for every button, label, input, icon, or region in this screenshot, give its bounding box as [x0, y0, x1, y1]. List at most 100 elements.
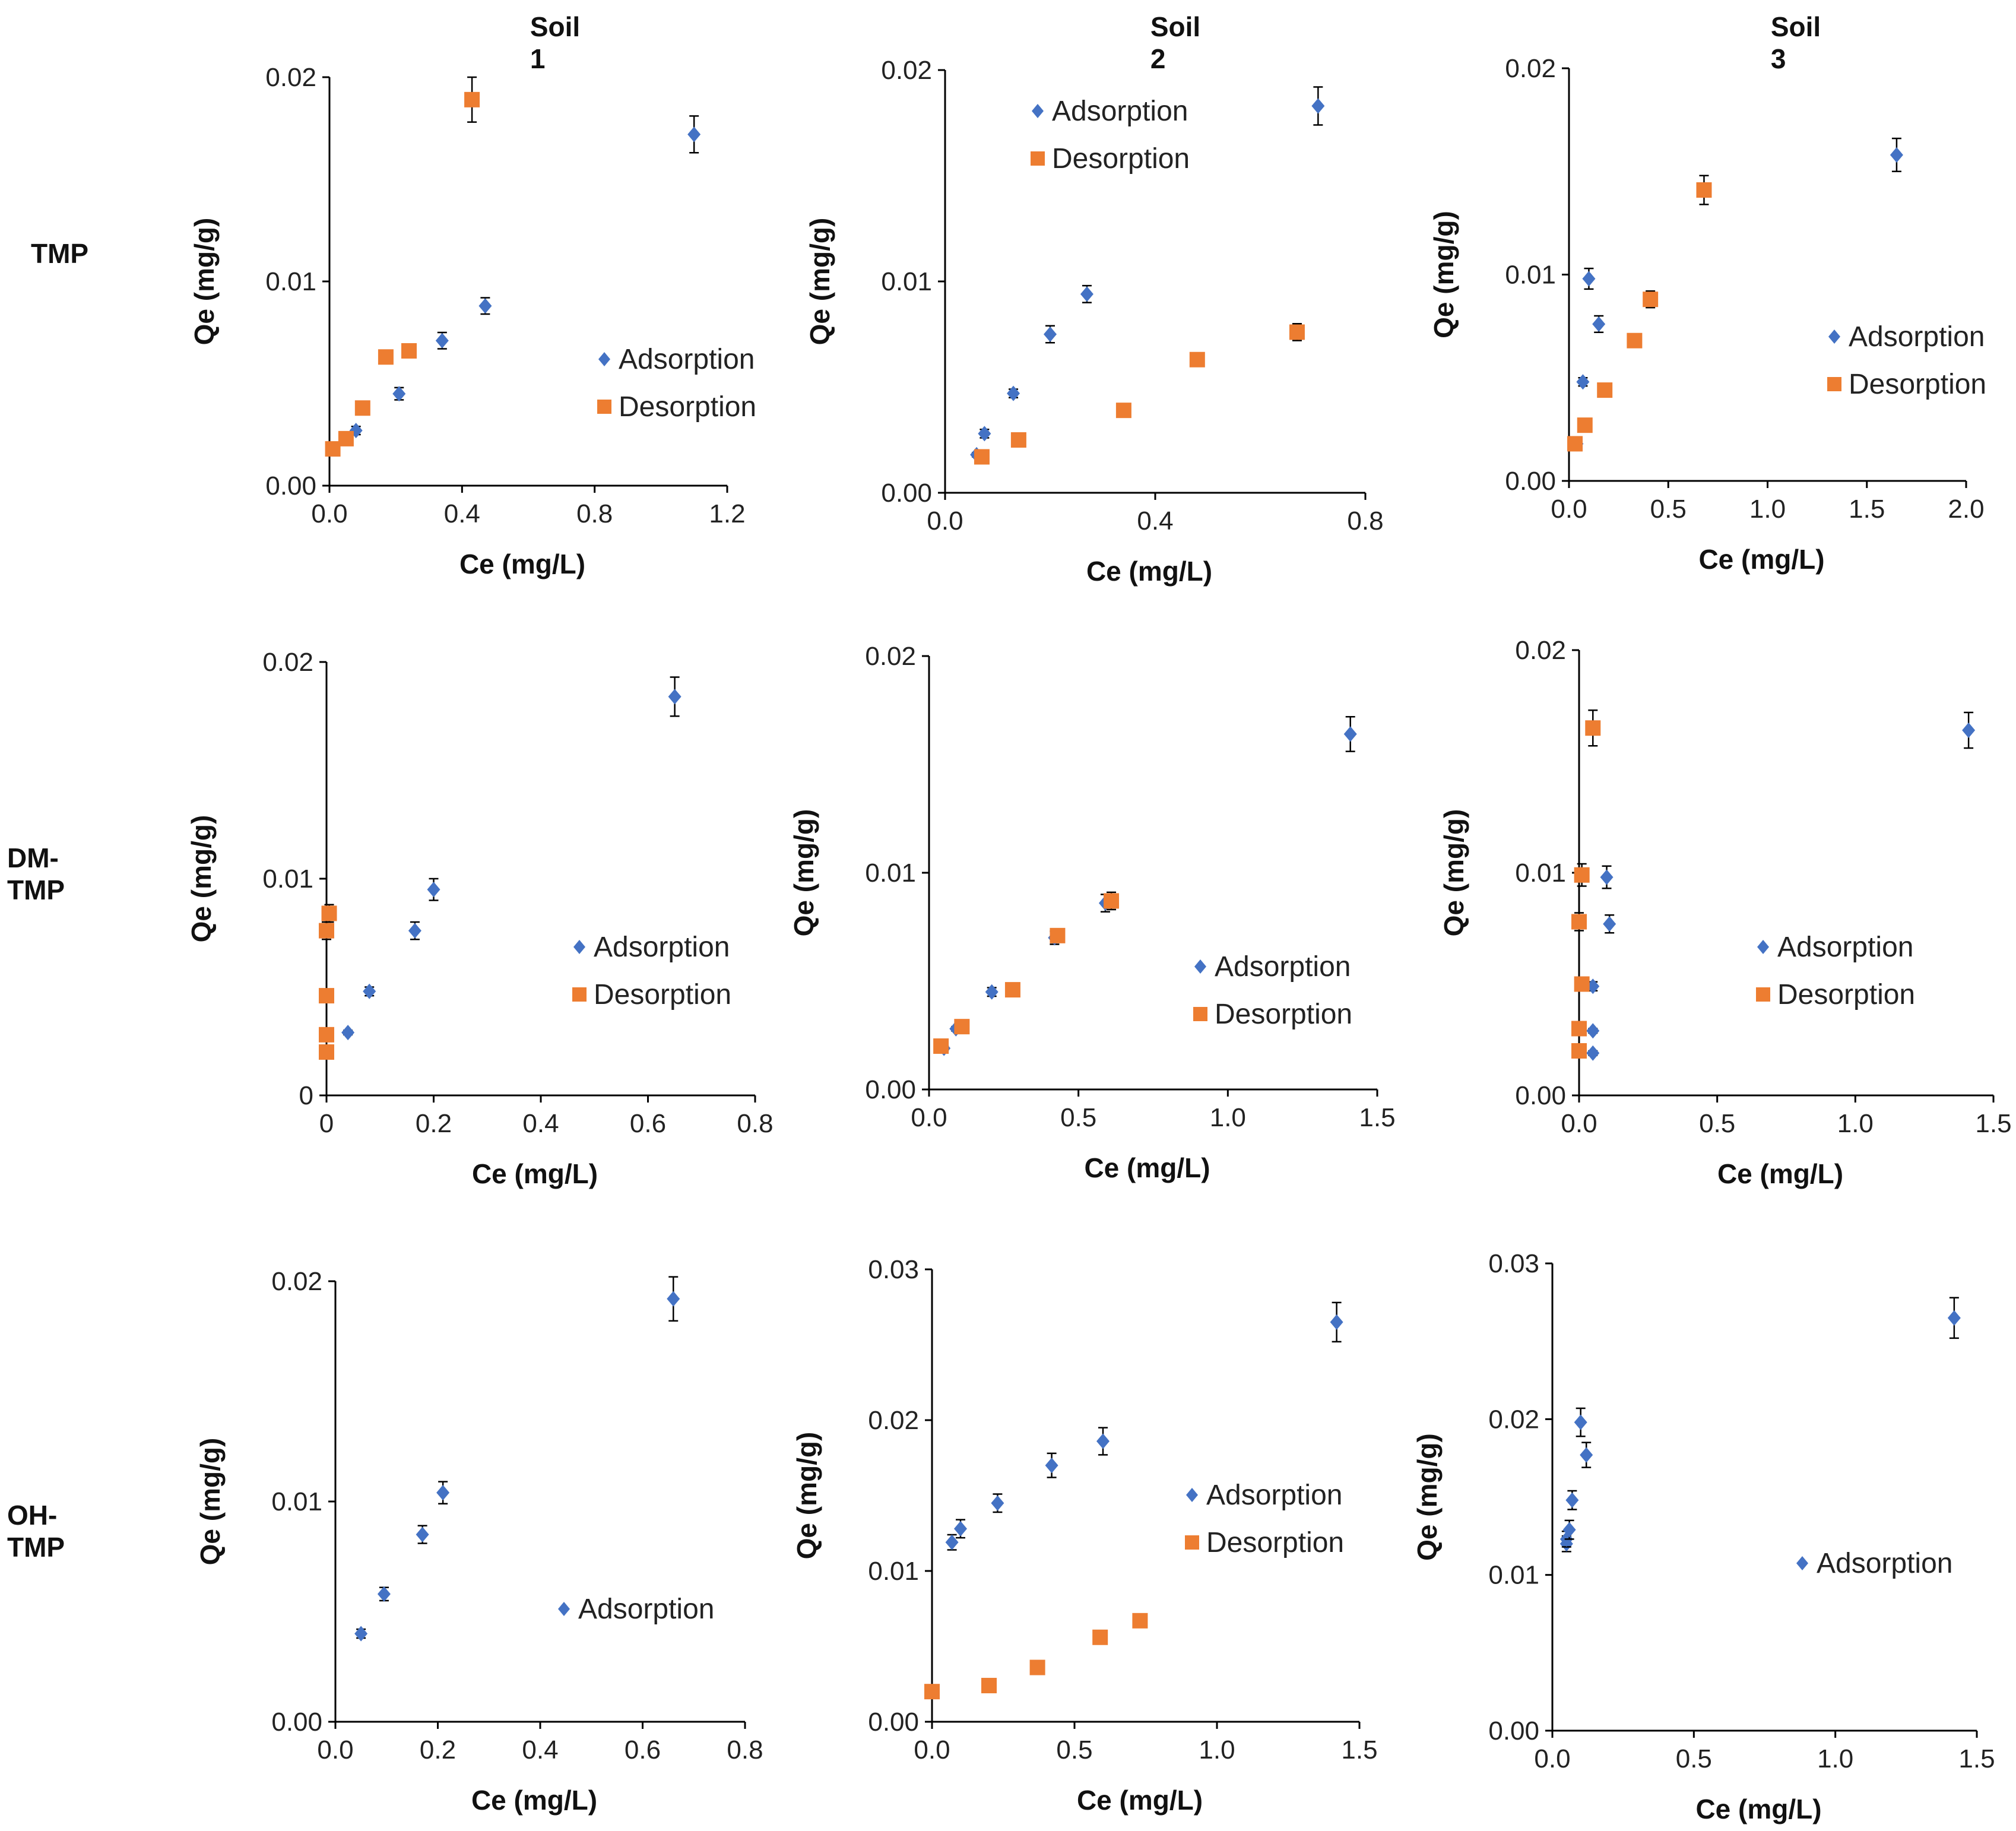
desorption-point: [325, 441, 341, 457]
legend-desorption-label: Desorption: [1052, 143, 1190, 175]
x-tick-label: 1.2: [709, 499, 745, 528]
y-tick-label: 0.02: [1515, 636, 1566, 665]
x-tick-label: 0.5: [1676, 1744, 1712, 1773]
legend: Adsorption Desorption: [1185, 1480, 1344, 1558]
desorption-point: [1643, 292, 1659, 308]
y-axis-title: Qe (mg/g): [804, 218, 835, 346]
x-tick-label: 0.8: [737, 1109, 773, 1138]
legend-desorption-marker: [1756, 987, 1770, 1002]
desorption-point: [1696, 182, 1712, 198]
legend-desorption-label: Desorption: [1777, 979, 1915, 1010]
adsorption-point: [667, 1291, 680, 1307]
y-tick-label: 0.02: [865, 642, 916, 671]
legend-adsorption-marker: [1032, 104, 1044, 118]
legend: Adsorption Desorption: [1193, 951, 1352, 1030]
legend-desorption-label: Desorption: [1206, 1527, 1344, 1558]
legend-adsorption-marker: [1194, 959, 1206, 974]
legend-desorption-label: Desorption: [594, 979, 731, 1010]
x-axis-title: Ce (mg/L): [471, 1785, 597, 1816]
adsorption-point: [436, 1485, 450, 1501]
chart-tmp-soil2: 0.0 0.4 0.8 0.00 0.01 0.02 Ce (mg/L) Qe (mg/g) A…: [804, 56, 1384, 587]
column-title-soil-1: Soil 1: [530, 11, 581, 74]
x-tick-label: 2.0: [1948, 495, 1984, 524]
legend-adsorption-label: Adsorption: [578, 1594, 714, 1625]
desorption-point: [319, 988, 334, 1004]
y-tick-label: 0.01: [881, 267, 932, 296]
x-tick-label: 0.8: [1347, 506, 1383, 536]
chart-ohtmp-soil2: 0.0 0.5 1.0 1.5 0.00 0.01 0.02 0.03 Ce (mg/L) Qe …: [791, 1255, 1378, 1816]
adsorption-point: [1586, 1023, 1600, 1039]
row-label-dm-tmp: DM-TMP: [7, 842, 65, 905]
adsorption-point: [668, 689, 681, 705]
y-tick-label: 0.02: [265, 63, 316, 92]
adsorption-point: [377, 1586, 391, 1602]
adsorption-point: [1045, 1458, 1058, 1474]
legend-adsorption-marker: [1757, 940, 1769, 954]
legend-adsorption-marker: [1186, 1488, 1198, 1502]
desorption-point: [1571, 914, 1587, 930]
desorption-point: [1585, 720, 1601, 736]
y-tick-label: 0.00: [265, 471, 316, 500]
legend-adsorption-label: Adsorption: [1206, 1480, 1342, 1511]
y-tick-label: 0.01: [868, 1557, 919, 1586]
desorption-point: [1092, 1629, 1108, 1645]
y-tick-label: 0.02: [881, 56, 932, 85]
legend: Adsorption Desorption: [1756, 932, 1915, 1010]
y-axis-title: Qe (mg/g): [1428, 211, 1459, 338]
y-tick-label: 0.01: [1505, 261, 1556, 290]
desorption-point: [319, 1027, 334, 1043]
desorption-point: [321, 905, 337, 921]
x-tick-label: 0.6: [630, 1109, 666, 1138]
adsorption-point: [687, 126, 701, 142]
y-tick-label: 0.00: [1488, 1716, 1539, 1746]
desorption-point: [1189, 351, 1205, 368]
x-tick-label: 0.4: [444, 499, 480, 528]
x-tick-label: 0.8: [576, 499, 613, 528]
x-tick-label: 0.0: [1561, 1109, 1597, 1138]
desorption-point: [1115, 403, 1131, 419]
x-tick-label: 0.5: [1699, 1109, 1735, 1138]
adsorption-point: [1562, 1522, 1576, 1538]
x-tick-label: 0.0: [1551, 495, 1587, 524]
chart-dmtmp-soil3: 0.0 0.5 1.0 1.5 0.00 0.01 0.02 Ce (mg/L) Qe (mg/…: [1438, 636, 2012, 1189]
desorption-point: [354, 400, 370, 416]
legend-adsorption-marker: [573, 940, 585, 954]
desorption-point: [401, 343, 417, 359]
y-tick-label: 0.00: [271, 1708, 322, 1737]
y-axis-title: Qe (mg/g): [1412, 1433, 1443, 1561]
x-tick-label: 1.0: [1749, 495, 1786, 524]
row-label-oh-tmp: OH-TMP: [7, 1500, 65, 1563]
x-axis-title: Ce (mg/L): [1084, 1152, 1210, 1183]
adsorption-point: [985, 984, 999, 1000]
adsorption-point: [1007, 385, 1020, 401]
desorption-point: [1010, 432, 1026, 448]
adsorption-point: [1574, 1414, 1587, 1430]
adsorption-point: [1586, 978, 1600, 994]
desorption-point: [1571, 1021, 1587, 1037]
x-tick-label: 1.0: [1199, 1735, 1235, 1765]
y-tick-label: 0.02: [271, 1267, 322, 1296]
desorption-point: [933, 1038, 949, 1054]
x-axis-title: Ce (mg/L): [1695, 1794, 1821, 1824]
adsorption-point: [416, 1526, 429, 1542]
adsorption-point: [1311, 98, 1325, 114]
column-title-soil-2: Soil 2: [1150, 11, 1201, 74]
x-tick-label: 1.0: [1837, 1109, 1874, 1138]
y-tick-label: 0.00: [865, 1075, 916, 1104]
adsorption-point: [1580, 1447, 1593, 1463]
legend-adsorption-marker: [1828, 330, 1840, 344]
x-tick-label: 0: [319, 1109, 334, 1138]
y-tick-label: 0.01: [265, 267, 316, 296]
desorption-point: [1004, 982, 1020, 998]
desorption-point: [981, 1678, 997, 1694]
x-axis-title: Ce (mg/L): [1698, 544, 1824, 575]
legend-desorption-marker: [1827, 377, 1841, 391]
y-axis-title: Qe (mg/g): [195, 1438, 226, 1566]
row-label-tmp: TMP: [31, 238, 89, 269]
x-tick-label: 0.0: [317, 1735, 353, 1765]
legend: Adsorption Desorption: [572, 932, 731, 1010]
x-tick-label: 1.5: [1958, 1744, 1995, 1773]
x-tick-label: 0.5: [1056, 1735, 1092, 1765]
legend-desorption-marker: [1185, 1535, 1199, 1550]
x-tick-label: 0.5: [1650, 495, 1687, 524]
